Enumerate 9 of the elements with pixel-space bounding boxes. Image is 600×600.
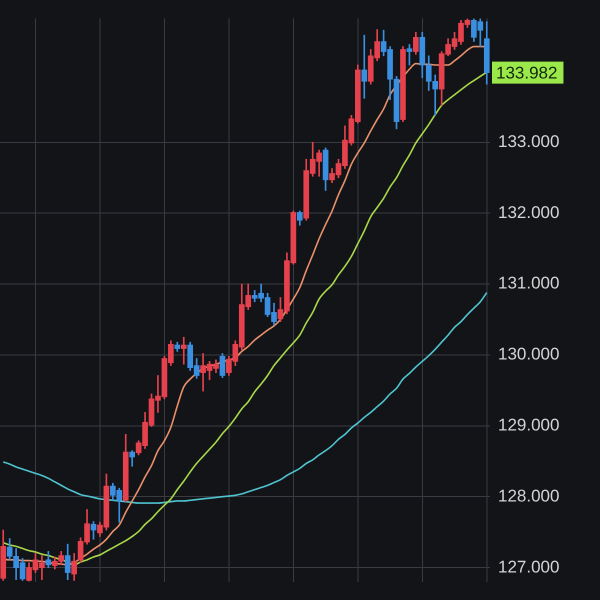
y-tick-label: 128.000 (498, 486, 560, 506)
y-tick-label: 131.000 (498, 274, 560, 293)
line-series (2, 292, 488, 504)
y-tick-label: 129.000 (498, 416, 560, 435)
y-tick-label: 127.000 (498, 557, 560, 576)
text: 133.982 (496, 63, 558, 82)
y-tick-label: 133.000 (498, 132, 560, 151)
y-tick-label: 132.000 (498, 202, 560, 222)
y-tick-label: 130.000 (498, 344, 560, 364)
